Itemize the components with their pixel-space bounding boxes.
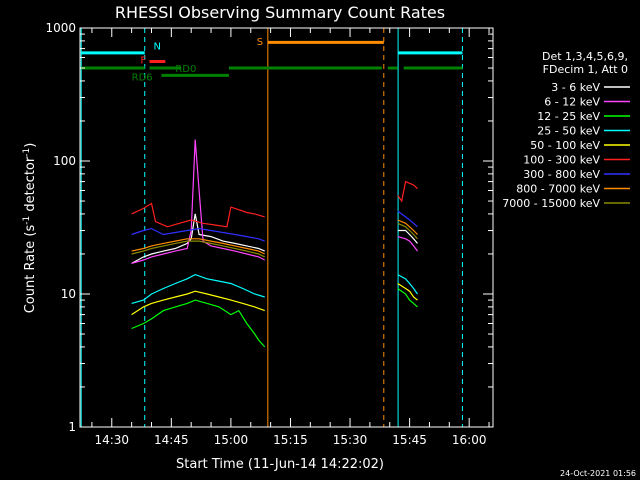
status-bar-label: S: [257, 37, 263, 48]
status-bar-label: N: [153, 41, 160, 52]
axes-ticks: 1 10 100 1000 14:30 14:45 15:00 15:15 15:30 15:45…: [45, 21, 493, 447]
legend: Det 1,3,4,5,6,9,FDecim 1, Att 0 3 - 6 keV…: [502, 50, 630, 210]
legend-entry-label: 7000 - 15000 keV: [502, 197, 600, 210]
legend-entry-label: 3 - 6 keV: [551, 81, 600, 94]
series-line: [131, 227, 265, 242]
x-tick-label: 14:30: [94, 433, 129, 447]
legend-entry-label: 300 - 800 keV: [523, 168, 600, 181]
x-tick-label: 16:00: [452, 433, 487, 447]
series-line: [397, 274, 418, 295]
series-line: [131, 290, 265, 316]
legend-entry-label: 800 - 7000 keV: [516, 183, 600, 196]
x-tick-label: 15:15: [273, 433, 308, 447]
legend-entry-label: 25 - 50 keV: [537, 125, 600, 138]
series-line: [131, 213, 265, 264]
timestamp: 24-Oct-2021 01:56: [560, 469, 636, 478]
series-line: [131, 139, 265, 264]
y-tick-label: 1: [68, 420, 76, 434]
chart-title: RHESSI Observing Summary Count Rates: [115, 3, 445, 22]
x-tick-label: 15:45: [392, 433, 427, 447]
y-tick-label: 100: [53, 154, 76, 168]
legend-header: Det 1,3,4,5,6,9,: [542, 50, 628, 63]
series-line: [131, 299, 266, 348]
series-line: [131, 240, 265, 258]
status-bar-label: RD0: [175, 64, 196, 75]
series-line: [397, 219, 418, 235]
series-line: [397, 180, 418, 203]
series-line: [131, 238, 265, 255]
series-line: [397, 236, 418, 252]
series-line: [397, 222, 418, 240]
y-tick-label: 1000: [45, 21, 76, 35]
x-tick-label: 15:00: [214, 433, 249, 447]
vertical-markers: [80, 28, 463, 427]
plot-frame: [79, 27, 494, 428]
legend-entry-label: 12 - 25 keV: [537, 110, 600, 123]
y-tick-label: 10: [61, 287, 76, 301]
legend-entry-label: 100 - 300 keV: [523, 154, 600, 167]
series-line: [397, 282, 418, 301]
series-line: [131, 273, 265, 304]
status-bars: N S F RD0 RD6: [81, 37, 463, 84]
x-tick-label: 15:30: [333, 433, 368, 447]
status-bar-label: F: [140, 55, 146, 66]
legend-entry-label: 6 - 12 keV: [544, 96, 600, 109]
series-line: [397, 288, 418, 308]
series-line: [397, 229, 418, 244]
series-line: [397, 210, 418, 228]
x-axis-label: Start Time (11-Jun-14 14:22:02): [176, 457, 384, 472]
series-line: [131, 202, 265, 228]
legend-header: FDecim 1, Att 0: [543, 63, 628, 76]
status-bar-label: RD6: [132, 73, 153, 84]
data-series: [131, 139, 418, 348]
x-tick-label: 14:45: [154, 433, 189, 447]
legend-entry-label: 50 - 100 keV: [530, 139, 600, 152]
y-axis-label: Count Rate (s-1 detector-1): [22, 143, 38, 314]
